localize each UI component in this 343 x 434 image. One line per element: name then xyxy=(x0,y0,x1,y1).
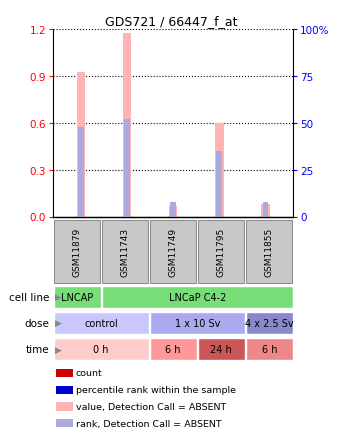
Bar xyxy=(216,151,222,217)
Text: GSM11855: GSM11855 xyxy=(265,227,274,276)
Bar xyxy=(78,128,84,217)
Text: rank, Detection Call = ABSENT: rank, Detection Call = ABSENT xyxy=(76,419,222,428)
Bar xyxy=(150,338,197,360)
Bar xyxy=(77,72,85,217)
Bar xyxy=(56,403,73,411)
Bar xyxy=(150,220,196,283)
Text: 0 h: 0 h xyxy=(93,344,109,354)
Text: cell line: cell line xyxy=(9,292,50,302)
Text: GSM11749: GSM11749 xyxy=(169,227,178,276)
Bar xyxy=(54,338,149,360)
Text: control: control xyxy=(84,318,118,328)
Text: LNCAP: LNCAP xyxy=(61,292,93,302)
Text: 24 h: 24 h xyxy=(210,344,232,354)
Text: ▶: ▶ xyxy=(55,293,62,302)
Bar xyxy=(124,120,130,217)
Text: 6 h: 6 h xyxy=(165,344,181,354)
Text: GSM11743: GSM11743 xyxy=(121,227,130,276)
Bar xyxy=(150,312,245,334)
Text: GSM11879: GSM11879 xyxy=(73,227,82,276)
Bar xyxy=(56,419,73,427)
Text: dose: dose xyxy=(25,318,50,328)
Bar xyxy=(198,220,244,283)
Bar xyxy=(263,202,269,217)
Bar xyxy=(246,220,292,283)
Bar xyxy=(54,286,101,308)
Text: 4 x 2.5 Sv: 4 x 2.5 Sv xyxy=(245,318,294,328)
Bar xyxy=(215,124,224,217)
Text: ▶: ▶ xyxy=(55,319,62,328)
Text: time: time xyxy=(26,344,50,354)
Text: LNCaP C4-2: LNCaP C4-2 xyxy=(168,292,226,302)
Bar xyxy=(198,338,245,360)
Bar xyxy=(102,286,293,308)
Text: value, Detection Call = ABSENT: value, Detection Call = ABSENT xyxy=(76,402,226,411)
Text: GSM11795: GSM11795 xyxy=(217,227,226,276)
Bar xyxy=(102,220,148,283)
Bar xyxy=(123,33,131,217)
Text: count: count xyxy=(76,368,103,378)
Bar xyxy=(246,338,293,360)
Bar xyxy=(261,204,270,217)
Bar xyxy=(170,202,176,217)
Text: 1 x 10 Sv: 1 x 10 Sv xyxy=(175,318,220,328)
Bar xyxy=(169,206,177,217)
Bar xyxy=(56,386,73,394)
Text: 6 h: 6 h xyxy=(261,344,277,354)
Bar xyxy=(54,220,100,283)
Bar xyxy=(54,312,149,334)
Bar xyxy=(246,312,293,334)
Bar xyxy=(56,369,73,377)
Text: ▶: ▶ xyxy=(55,345,62,354)
Text: GDS721 / 66447_f_at: GDS721 / 66447_f_at xyxy=(105,15,238,28)
Text: percentile rank within the sample: percentile rank within the sample xyxy=(76,385,236,394)
